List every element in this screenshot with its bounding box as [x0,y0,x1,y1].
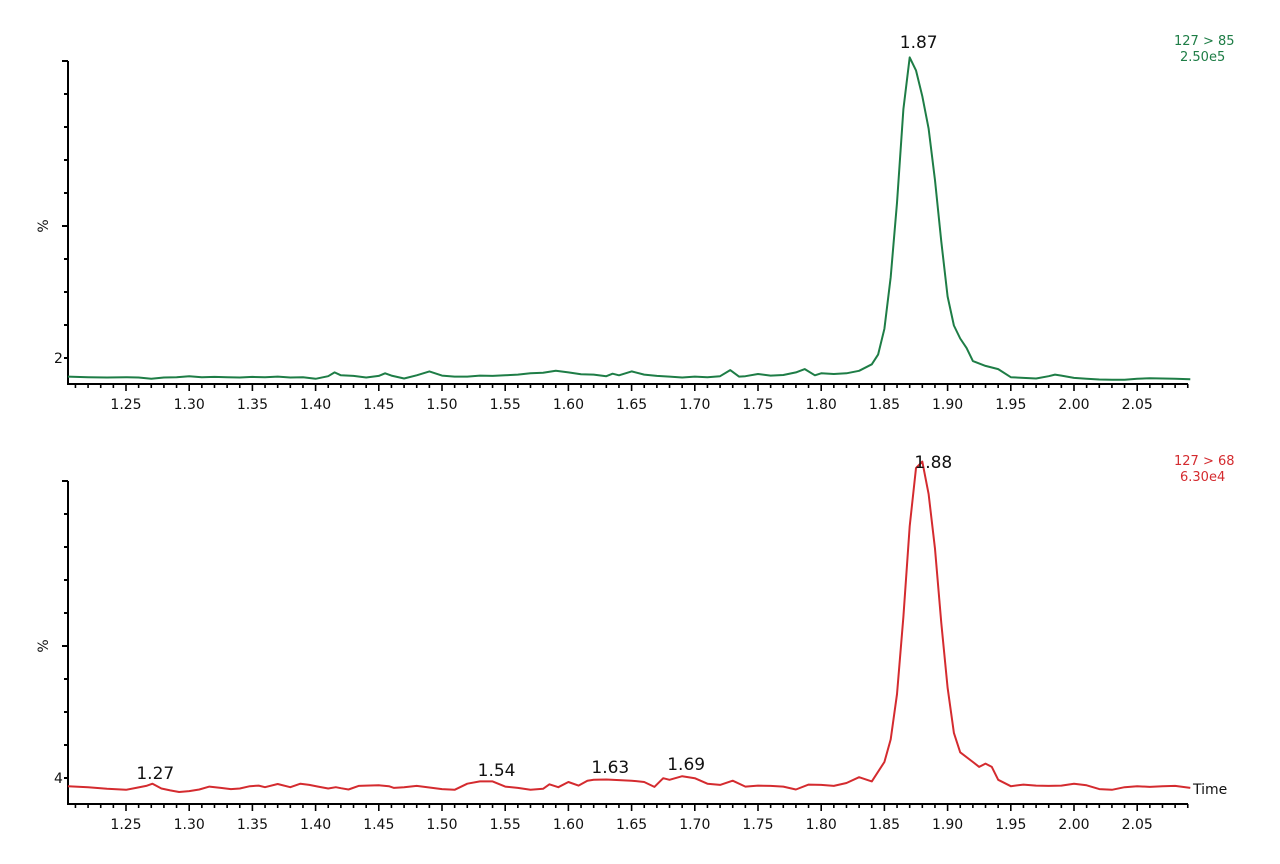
chromatogram-panel-127-85: 2% 1.25 1.30 1.35 1.40 1.45 1.50 1.55 1.60 1.65 1.… [36,33,1191,413]
x-tick-label: 1.25 [110,817,141,833]
x-tick-label: 1.95 [995,817,1026,833]
x-tick-label: 1.85 [869,397,900,413]
x-tick-label: 1.90 [932,397,963,413]
x-tick-label: 1.70 [679,817,710,833]
peak-label: 1.54 [478,761,516,781]
x-tick-label: 2.05 [1122,397,1153,413]
x-tick-label: 1.55 [490,397,521,413]
y-baseline-label: 4 [54,771,63,787]
x-tick-label: 2.00 [1058,817,1089,833]
x-tick-label: 1.65 [616,397,647,413]
x-axis-title: Time [1193,782,1228,798]
channel-label-bottom: 127 > 68 [1174,454,1235,469]
peak-label: 1.63 [591,758,629,778]
x-tick-label: 1.40 [300,397,331,413]
x-tick-label: 1.25 [110,397,141,413]
intensity-label-top: 2.50e5 [1180,50,1226,65]
x-tick-label: 1.60 [553,397,584,413]
y-axis-unit-label: % [36,639,52,652]
x-tick-label: 1.30 [174,397,205,413]
x-tick-label: 1.40 [300,817,331,833]
chromatogram-trace [67,460,1191,793]
x-tick-label: 2.00 [1058,397,1089,413]
x-tick-label: 1.65 [616,817,647,833]
x-tick-label: 1.50 [426,397,457,413]
x-tick-label: 1.45 [363,817,394,833]
x-tick-label: 1.35 [237,397,268,413]
peak-label: 1.69 [667,755,705,775]
peak-label: 1.87 [900,33,938,53]
x-tick-label: 1.90 [932,817,963,833]
x-tick-label: 1.60 [553,817,584,833]
x-tick-label: 1.80 [806,817,837,833]
x-tick-label: 1.45 [363,397,394,413]
x-tick-label: 1.85 [869,817,900,833]
x-tick-label: 1.50 [426,817,457,833]
chromatogram-panel-127-68: 4% 1.25 1.30 1.35 1.40 1.45 1.50 1.55 1.60 1.65 1.… [36,453,1191,833]
x-tick-label: 1.75 [742,817,773,833]
chromatogram-trace [67,56,1191,381]
y-baseline-label: 2 [54,351,63,367]
peak-label: 1.27 [136,764,174,784]
x-tick-label: 1.95 [995,397,1026,413]
x-tick-label: 1.35 [237,817,268,833]
intensity-label-bottom: 6.30e4 [1180,470,1226,485]
x-tick-label: 2.05 [1122,817,1153,833]
y-axis-unit-label: % [36,219,52,232]
x-tick-label: 1.80 [806,397,837,413]
x-tick-label: 1.30 [174,817,205,833]
x-tick-label: 1.70 [679,397,710,413]
x-tick-label: 1.75 [742,397,773,413]
x-tick-label: 1.55 [490,817,521,833]
channel-label-top: 127 > 85 [1174,34,1235,49]
peak-label: 1.88 [914,453,952,473]
